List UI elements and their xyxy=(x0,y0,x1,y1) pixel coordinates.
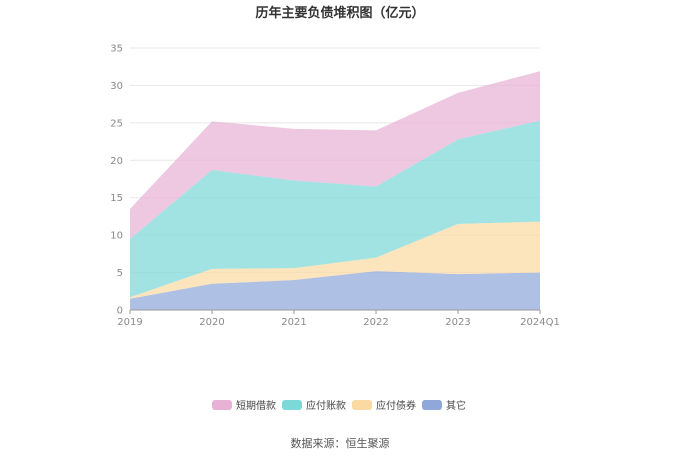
y-tick-label: 5 xyxy=(117,268,123,279)
legend-item[interactable]: 应付债券 xyxy=(352,399,416,412)
legend: 短期借款 应付账款 应付债券 其它 xyxy=(212,399,466,412)
chart-title: 历年主要负债堆积图（亿元） xyxy=(255,5,424,21)
legend-swatch xyxy=(422,400,442,410)
x-tick-label: 2023 xyxy=(445,317,470,328)
legend-label: 应付账款 xyxy=(306,399,346,412)
x-tick-label: 2024Q1 xyxy=(520,317,560,328)
y-tick-label: 25 xyxy=(110,118,123,129)
legend-item[interactable]: 其它 xyxy=(422,399,466,412)
y-tick-label: 10 xyxy=(110,231,123,242)
y-tick-label: 20 xyxy=(110,156,123,167)
axes: 0 5 10 15 20 25 30 35 2019 2020 2021 2022 2023 2024Q1 xyxy=(110,44,560,329)
y-tick-label: 30 xyxy=(110,81,123,92)
area-series-1 xyxy=(130,221,540,299)
legend-label: 短期借款 xyxy=(236,399,276,412)
area-series-3 xyxy=(130,71,540,239)
area-series-2 xyxy=(130,120,540,298)
areas xyxy=(130,71,540,310)
y-tick-label: 35 xyxy=(110,44,123,55)
legend-swatch xyxy=(352,400,372,410)
legend-label: 其它 xyxy=(446,399,466,412)
y-tick-label: 0 xyxy=(117,306,123,317)
x-tick-label: 2020 xyxy=(199,317,224,328)
y-tick-label: 15 xyxy=(110,193,123,204)
x-tick-label: 2019 xyxy=(117,317,142,328)
legend-label: 应付债券 xyxy=(376,399,416,412)
area-series-0 xyxy=(130,271,540,310)
x-tick-label: 2021 xyxy=(281,317,306,328)
legend-item[interactable]: 应付账款 xyxy=(282,399,346,412)
x-tick-label: 2022 xyxy=(363,317,388,328)
legend-item[interactable]: 短期借款 xyxy=(212,399,276,412)
data-source: 数据来源：恒生聚源 xyxy=(291,436,390,450)
legend-swatch xyxy=(212,400,232,410)
legend-swatch xyxy=(282,400,302,410)
